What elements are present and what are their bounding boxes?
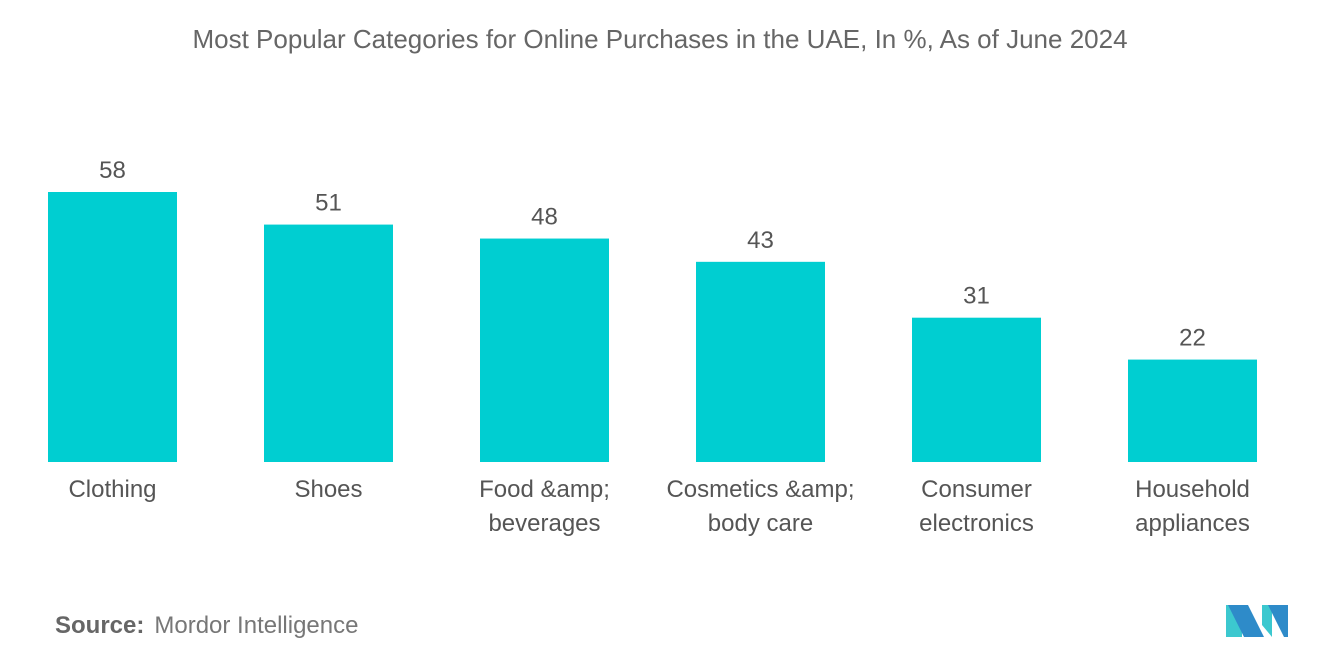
data-label: 48 <box>531 204 558 231</box>
bar <box>696 261 825 462</box>
category-label: electronics <box>919 510 1034 537</box>
data-label: 58 <box>99 157 126 184</box>
chart-title: Most Popular Categories for Online Purch… <box>192 24 1128 54</box>
category-label: Food &amp; <box>479 476 610 503</box>
category-label: Shoes <box>294 476 362 503</box>
category-label: Household <box>1135 476 1250 503</box>
bar <box>1128 359 1257 462</box>
category-label: appliances <box>1135 510 1250 537</box>
source-note: Source: Mordor Intelligence <box>55 612 358 640</box>
category-label: body care <box>708 510 813 537</box>
data-label: 22 <box>1179 325 1206 352</box>
bar <box>480 238 609 462</box>
source-text: Mordor Intelligence <box>154 612 359 639</box>
bar <box>264 224 393 462</box>
data-label: 31 <box>963 283 990 310</box>
bar <box>48 192 177 462</box>
data-label: 43 <box>747 227 774 254</box>
category-label: beverages <box>488 510 600 537</box>
data-label: 51 <box>315 190 342 217</box>
category-label: Consumer <box>921 476 1032 503</box>
category-label: Cosmetics &amp; <box>666 476 854 503</box>
source-label: Source: <box>55 612 145 639</box>
bar <box>912 317 1041 462</box>
category-label: Clothing <box>68 476 156 503</box>
